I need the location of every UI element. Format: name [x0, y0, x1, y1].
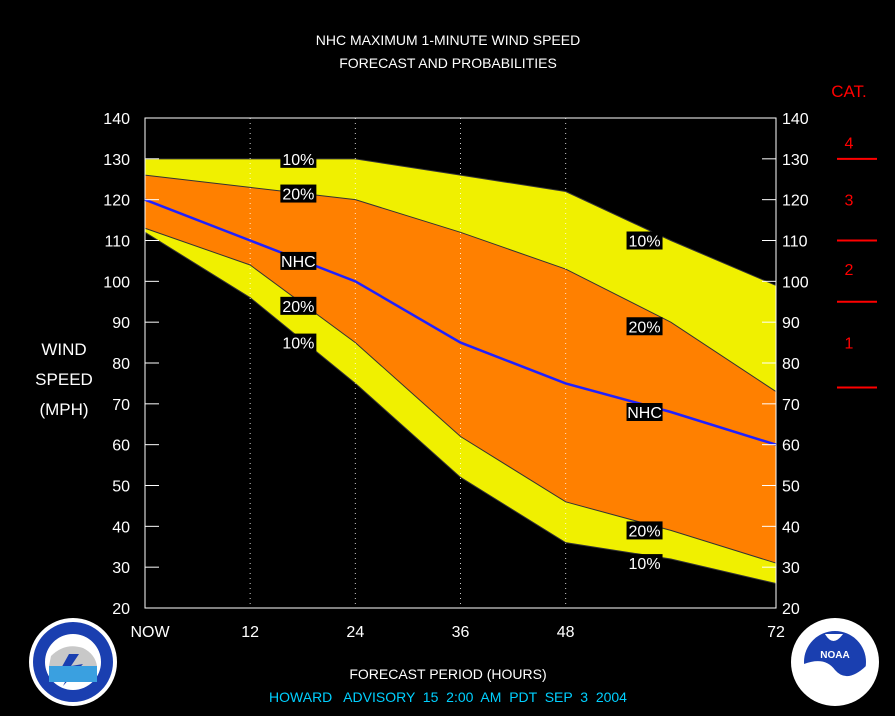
- advisory-line: HOWARD ADVISORY 15 2:00 AM PDT SEP 3 200…: [269, 689, 627, 705]
- category-label: 3: [845, 193, 854, 210]
- label-box: [280, 184, 317, 203]
- chart-title-line2: FORECAST AND PROBABILITIES: [339, 55, 557, 71]
- category-label: 1: [845, 336, 854, 353]
- y-tick-label-left: 130: [103, 152, 130, 169]
- y-tick-label-right: 90: [782, 315, 800, 332]
- label-box: [626, 231, 663, 250]
- label-box: [280, 296, 317, 315]
- series-label: 20%: [629, 523, 661, 540]
- y-tick-label-left: 120: [103, 193, 130, 210]
- y-tick-label-left: 90: [112, 315, 130, 332]
- y-tick-label-left: 80: [112, 356, 130, 373]
- category-label: 2: [845, 262, 854, 279]
- y-tick-label-left: 20: [112, 601, 130, 618]
- label-box: [280, 333, 317, 352]
- category-scale: 4 3 2 1: [837, 136, 877, 389]
- y-tick-label-left: 40: [112, 519, 130, 536]
- label-box: [280, 251, 317, 270]
- x-tick-label: 72: [767, 624, 785, 641]
- series-label: NHC: [281, 254, 316, 271]
- series-label: 20%: [282, 299, 314, 316]
- y-tick-label-left: 50: [112, 479, 130, 496]
- y-tick-label-right: 110: [782, 234, 808, 251]
- x-tick-label: NOW: [130, 624, 170, 641]
- label-box: [626, 521, 663, 540]
- band-inner: [145, 175, 776, 564]
- series-label: 20%: [629, 319, 661, 336]
- y-axis-label-line3: (MPH): [39, 400, 88, 419]
- band-edge-lower-0: [144, 231, 777, 584]
- nws-logo: [29, 618, 117, 706]
- label-box: [626, 403, 663, 421]
- y-tick-label-right: 30: [782, 560, 800, 577]
- x-tick-label: 12: [241, 624, 259, 641]
- vertical-gridlines: [249, 118, 567, 608]
- y-tick-label-left: 60: [112, 438, 130, 455]
- y-tick-label-right: 140: [782, 111, 809, 128]
- y-tick-label-right: 130: [782, 152, 809, 169]
- series-label: NHC: [627, 405, 662, 422]
- y-tick-label-right: 20: [782, 601, 800, 618]
- label-box: [626, 554, 663, 573]
- y-tick-label-left: 70: [112, 397, 130, 414]
- series-labels: 10% 20% NHC 20% 10% 10% 20% NHC 20% 10%: [280, 149, 663, 573]
- series-label: 10%: [282, 152, 314, 169]
- series-lines: [144, 198, 777, 446]
- y-tick-label-right: 80: [782, 356, 800, 373]
- y-tick-label-right: 40: [782, 519, 800, 536]
- series-label: 10%: [629, 556, 661, 573]
- category-title: CAT.: [831, 82, 867, 101]
- y-tick-label-right: 60: [782, 438, 800, 455]
- x-tick-label: 24: [346, 624, 364, 641]
- y-axis-label-line1: WIND: [41, 340, 86, 359]
- band-edge-lower-1: [144, 227, 777, 564]
- y-tick-label-right: 120: [782, 193, 809, 210]
- series-label: 10%: [629, 234, 661, 251]
- y-tick-label-right: 50: [782, 479, 800, 496]
- y-axis-label-line2: SPEED: [35, 370, 93, 389]
- y-tick-label-left: 140: [103, 111, 130, 128]
- label-box: [280, 149, 317, 168]
- series-label: 20%: [282, 187, 314, 204]
- y-tick-label-left: 110: [104, 234, 130, 251]
- series-label: 10%: [282, 336, 314, 353]
- series-line-nhc: [144, 198, 777, 446]
- y-tick-label-left: 100: [103, 274, 130, 291]
- noaa-logo: NOAA: [791, 618, 879, 706]
- tick-labels: 20 20 30 30 40 40 50 50 60 60 70 70 80 80 90 90 100 100 11…: [103, 111, 809, 641]
- y-tick-label-right: 100: [782, 274, 809, 291]
- label-box: [626, 317, 663, 336]
- chart-title-line1: NHC MAXIMUM 1-MINUTE WIND SPEED: [316, 32, 580, 48]
- y-tick-label-right: 70: [782, 397, 800, 414]
- x-axis-label: FORECAST PERIOD (HOURS): [349, 666, 546, 682]
- category-label: 4: [845, 136, 854, 153]
- svg-text:NOAA: NOAA: [820, 650, 849, 661]
- x-tick-label: 36: [452, 624, 470, 641]
- y-tick-label-left: 30: [112, 560, 130, 577]
- band-edge-upper-1: [144, 174, 777, 393]
- x-tick-label: 48: [557, 624, 575, 641]
